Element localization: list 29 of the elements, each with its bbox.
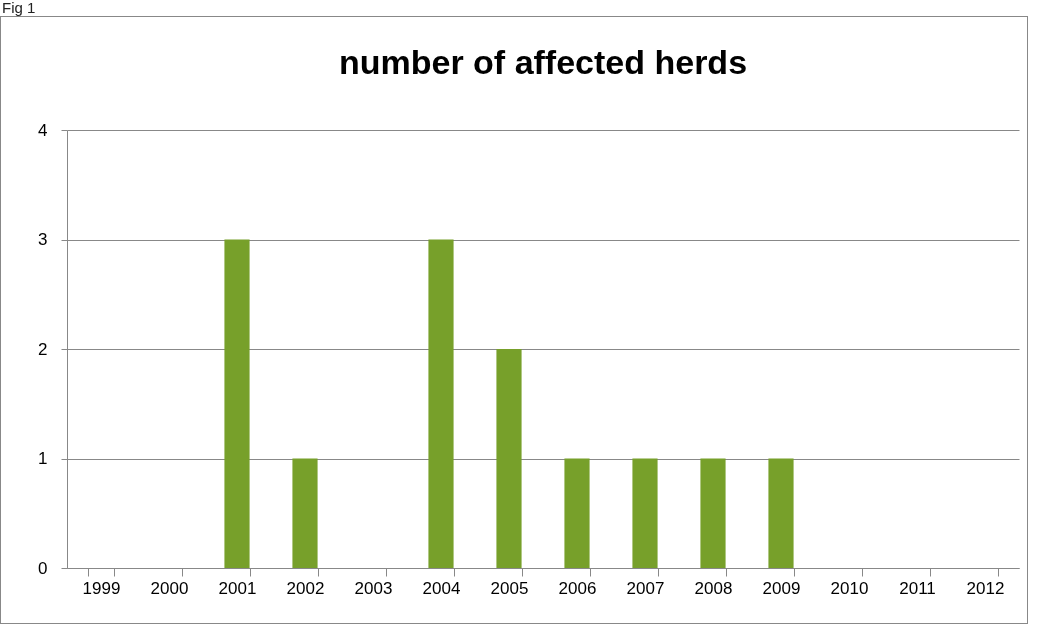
x-tick-label: 2011	[899, 578, 936, 598]
x-tick-label: 2009	[762, 578, 801, 598]
y-tick-label: 4	[38, 120, 48, 140]
x-tick-label: 1999	[82, 578, 121, 598]
bar	[700, 458, 726, 568]
x-tick-label: 2007	[626, 578, 665, 598]
bar	[224, 239, 250, 568]
y-tick-label: 1	[38, 449, 48, 468]
y-tick-label: 3	[38, 230, 48, 249]
bar	[496, 349, 522, 568]
x-tick-label: 2001	[218, 578, 257, 598]
x-tick-label: 2005	[490, 578, 529, 598]
x-tick-label: 2002	[286, 578, 325, 598]
bar	[292, 458, 318, 568]
bar	[564, 458, 590, 568]
x-tick-label: 2004	[422, 578, 461, 598]
x-tick-label: 2006	[558, 578, 597, 598]
bar	[632, 458, 658, 568]
x-tick-label: 2008	[694, 578, 733, 598]
bar	[428, 239, 454, 568]
x-tick-label: 2000	[150, 578, 189, 598]
caption: Fig 1	[2, 0, 36, 16]
x-tick-label: 2012	[966, 578, 1005, 598]
x-tick-label: 2010	[830, 578, 869, 598]
y-tick-label: 2	[38, 339, 48, 359]
x-tick-label: 2003	[354, 578, 393, 598]
bar	[768, 458, 794, 568]
chart-title: number of affected herds	[338, 43, 748, 81]
y-tick-label: 0	[38, 558, 48, 578]
